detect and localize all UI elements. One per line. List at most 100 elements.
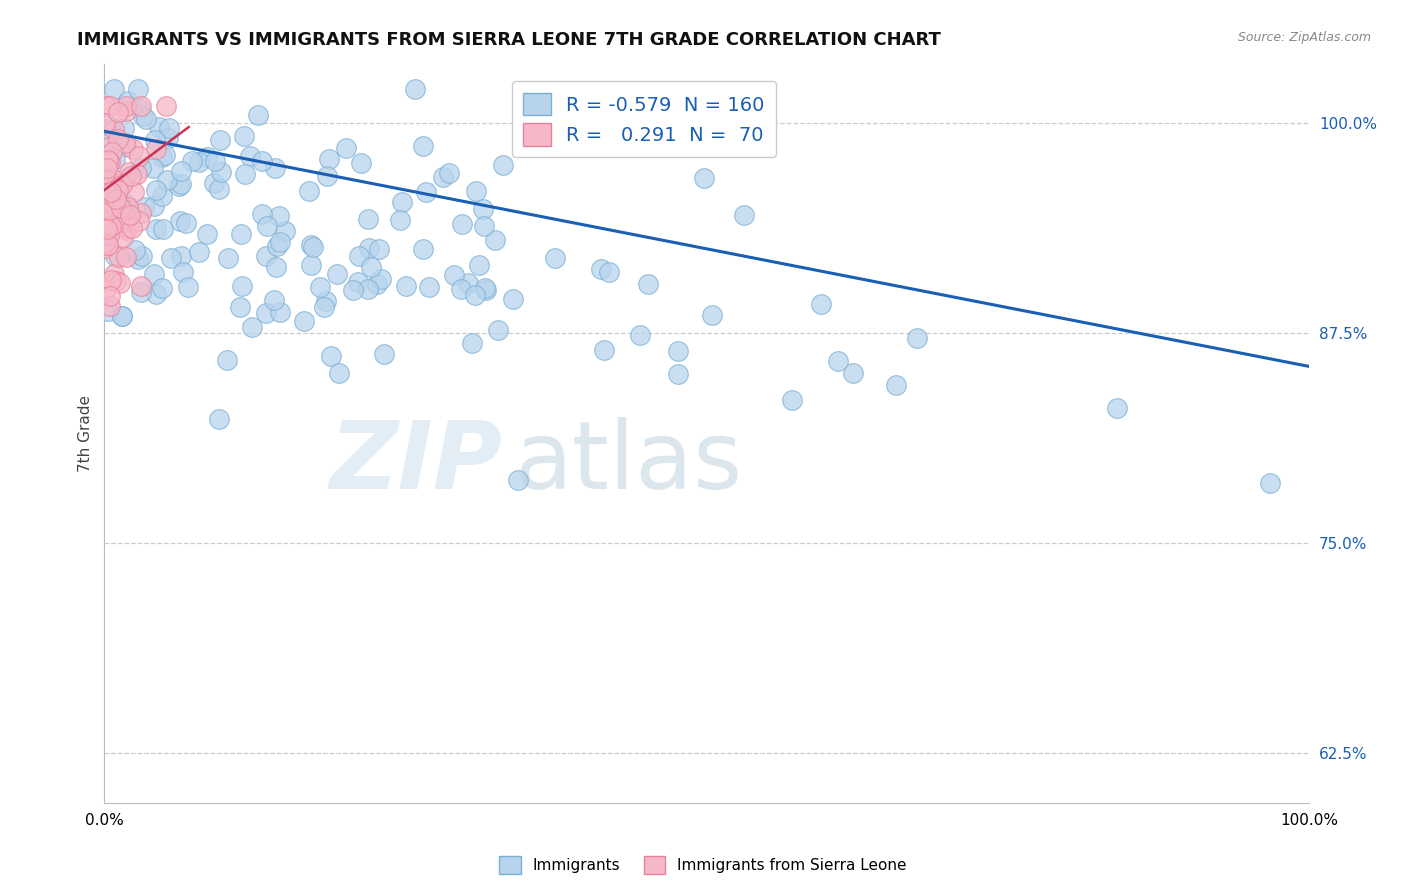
Point xyxy=(94,171,117,186)
Point xyxy=(666,343,689,358)
Point xyxy=(112,230,135,244)
Point xyxy=(506,473,529,487)
Point xyxy=(104,200,127,214)
Point xyxy=(114,171,136,186)
Point xyxy=(134,200,156,214)
Point xyxy=(111,178,134,193)
Point xyxy=(145,222,167,236)
Point xyxy=(129,285,152,299)
Point xyxy=(145,287,167,301)
Point xyxy=(395,279,418,293)
Text: IMMIGRANTS VS IMMIGRANTS FROM SIERRA LEONE 7TH GRADE CORRELATION CHART: IMMIGRANTS VS IMMIGRANTS FROM SIERRA LEO… xyxy=(77,31,941,49)
Point xyxy=(127,167,149,181)
Point xyxy=(100,175,122,189)
Point xyxy=(127,82,149,96)
Point xyxy=(145,183,167,197)
Point xyxy=(733,208,755,222)
Text: Source: ZipAtlas.com: Source: ZipAtlas.com xyxy=(1237,31,1371,45)
Point xyxy=(129,102,152,116)
Point xyxy=(368,243,391,257)
Point xyxy=(254,306,277,320)
Point xyxy=(150,189,173,203)
Point xyxy=(188,154,211,169)
Point xyxy=(97,153,120,167)
Point xyxy=(316,169,339,183)
Point xyxy=(412,242,434,256)
Point xyxy=(347,275,370,289)
Point xyxy=(97,187,120,202)
Point xyxy=(143,133,166,147)
Point xyxy=(217,251,239,265)
Point xyxy=(97,238,120,252)
Point xyxy=(195,227,218,242)
Point xyxy=(129,279,152,293)
Point xyxy=(418,280,440,294)
Point xyxy=(302,240,325,254)
Point xyxy=(170,164,193,178)
Point xyxy=(347,249,370,263)
Point xyxy=(391,195,413,210)
Point xyxy=(188,245,211,260)
Point xyxy=(111,215,134,229)
Point xyxy=(150,281,173,295)
Point xyxy=(217,353,239,368)
Point xyxy=(780,393,803,408)
Point xyxy=(114,250,136,264)
Point xyxy=(101,202,124,217)
Point xyxy=(107,183,129,197)
Point xyxy=(117,221,139,235)
Point xyxy=(108,196,131,211)
Point xyxy=(700,308,723,322)
Point xyxy=(366,277,388,291)
Point xyxy=(451,217,474,231)
Point xyxy=(145,142,167,156)
Point xyxy=(94,99,117,113)
Point xyxy=(292,314,315,328)
Point xyxy=(100,194,122,209)
Point xyxy=(637,277,659,291)
Point xyxy=(97,237,120,252)
Text: atlas: atlas xyxy=(515,417,742,509)
Point xyxy=(157,121,180,136)
Point xyxy=(208,182,231,196)
Point xyxy=(589,261,612,276)
Point xyxy=(103,267,125,281)
Point xyxy=(93,235,115,250)
Point xyxy=(96,161,118,175)
Point xyxy=(160,252,183,266)
Legend: R = -0.579  N = 160, R =   0.291  N =  70: R = -0.579 N = 160, R = 0.291 N = 70 xyxy=(512,81,776,157)
Point xyxy=(108,250,131,264)
Point xyxy=(592,343,614,357)
Point xyxy=(231,279,253,293)
Point xyxy=(432,170,454,185)
Point xyxy=(370,271,392,285)
Point xyxy=(115,223,138,237)
Point xyxy=(114,136,136,150)
Point xyxy=(269,235,291,250)
Point xyxy=(598,265,620,279)
Point xyxy=(204,153,226,168)
Point xyxy=(98,299,121,313)
Point xyxy=(111,205,134,219)
Point xyxy=(143,267,166,281)
Point xyxy=(97,202,120,217)
Point xyxy=(110,201,132,215)
Point xyxy=(94,229,117,244)
Point xyxy=(127,252,149,267)
Point xyxy=(269,305,291,319)
Point xyxy=(299,237,322,252)
Point xyxy=(100,120,122,134)
Point xyxy=(94,166,117,180)
Point xyxy=(172,265,194,279)
Point xyxy=(666,367,689,381)
Point xyxy=(93,182,115,196)
Point xyxy=(107,132,129,146)
Point xyxy=(309,279,332,293)
Point xyxy=(120,208,142,222)
Point xyxy=(884,377,907,392)
Point xyxy=(101,198,124,212)
Point xyxy=(335,141,357,155)
Point xyxy=(404,82,426,96)
Point xyxy=(169,178,191,193)
Point xyxy=(357,281,380,295)
